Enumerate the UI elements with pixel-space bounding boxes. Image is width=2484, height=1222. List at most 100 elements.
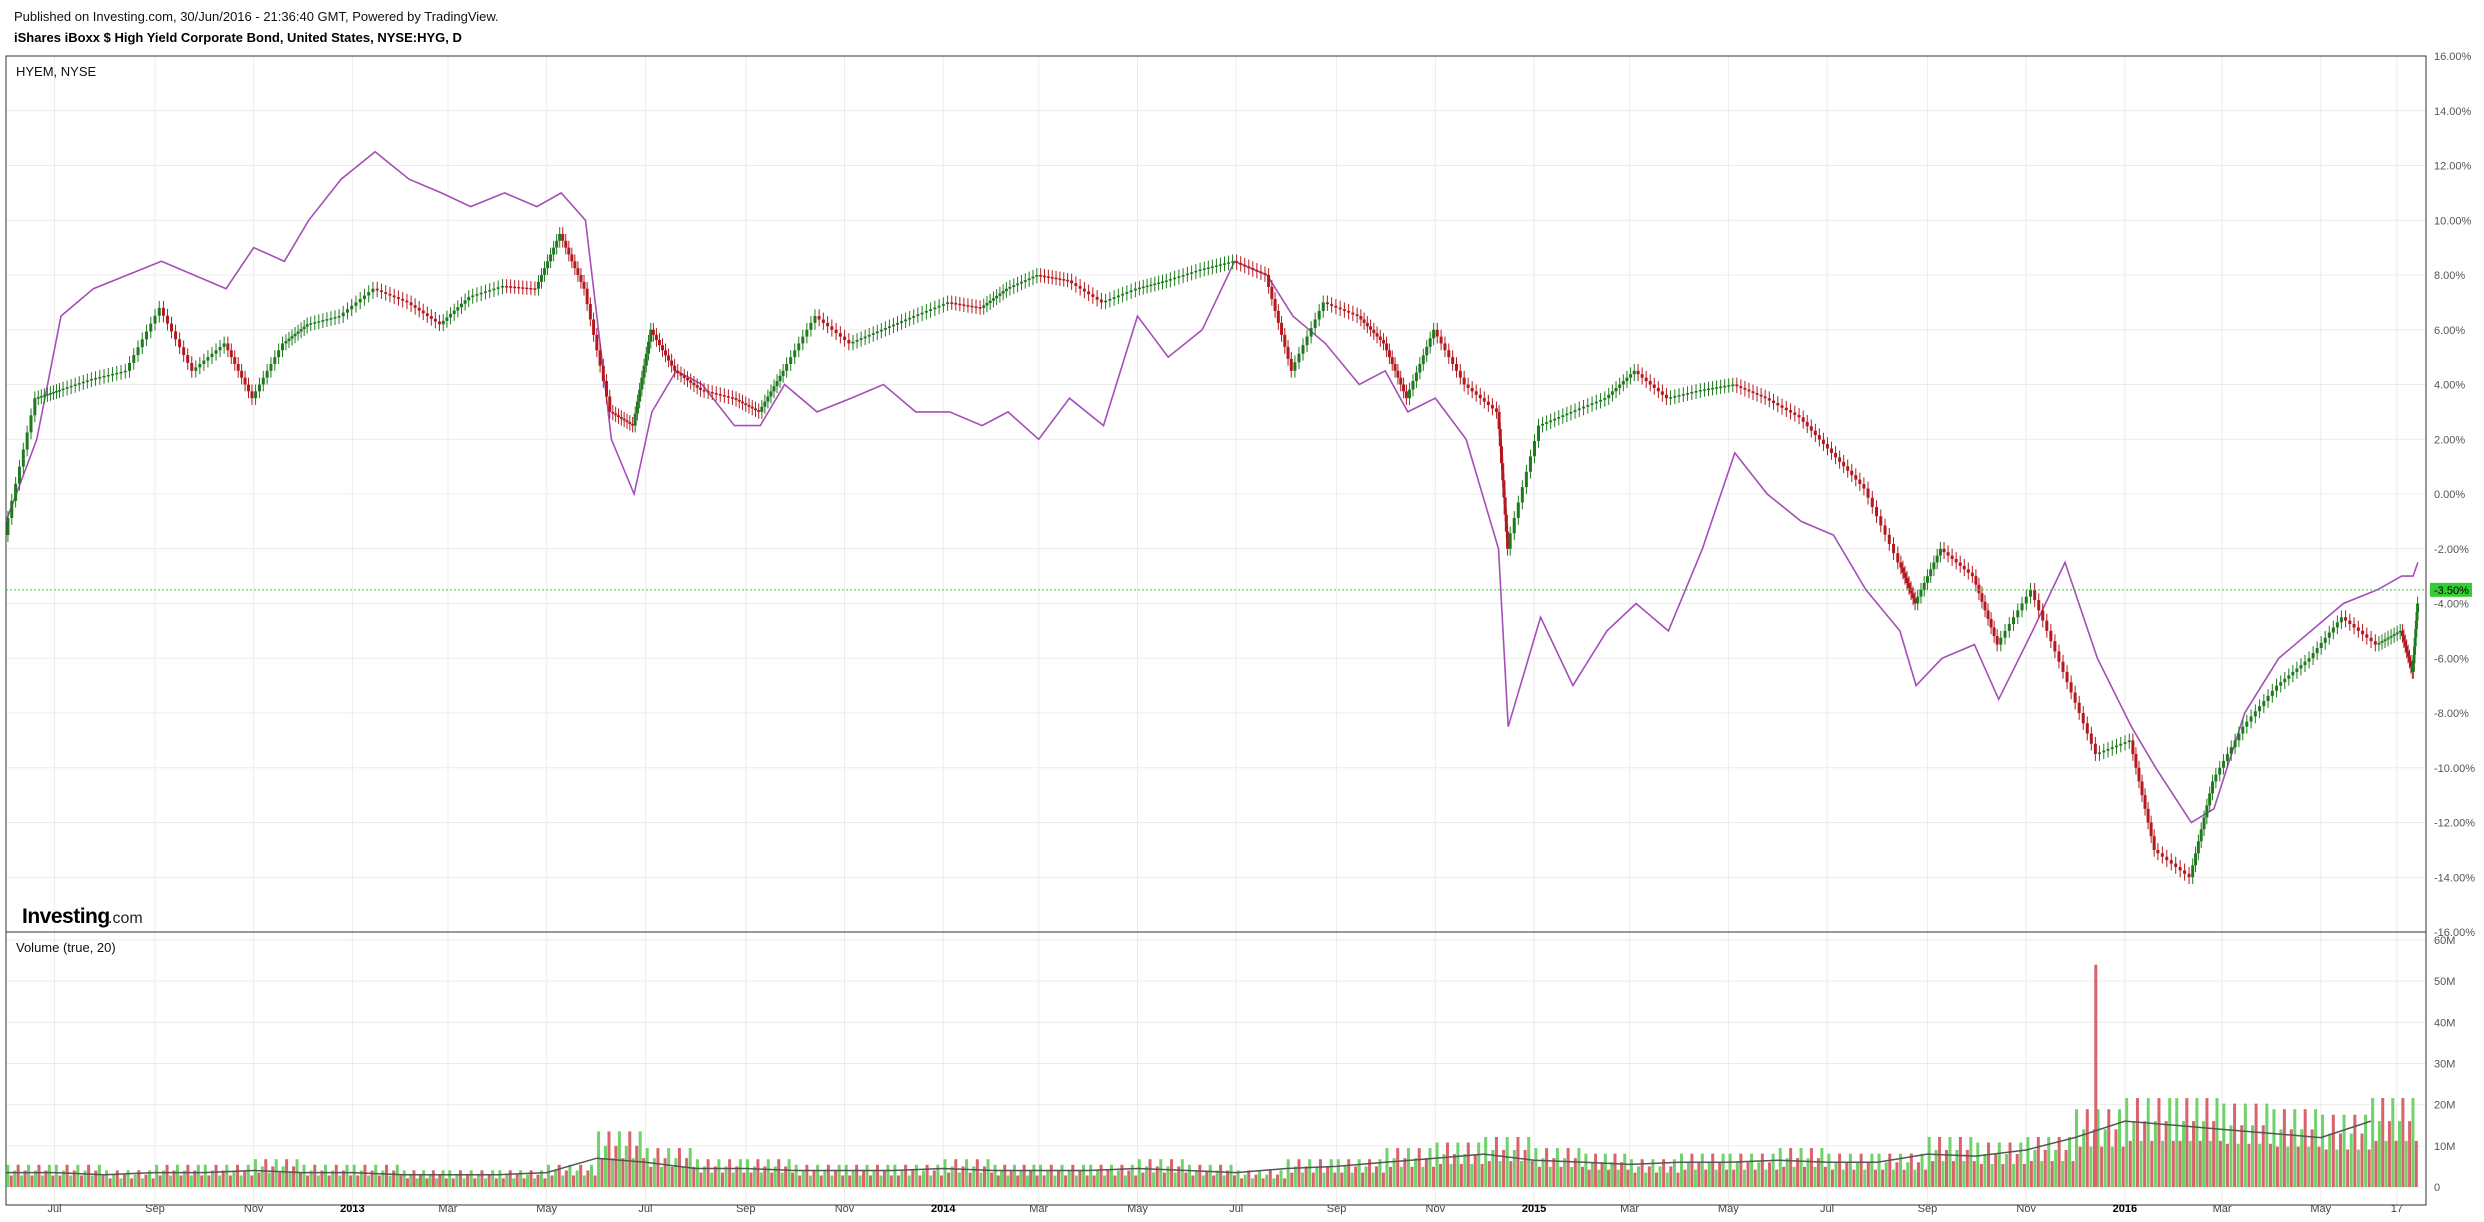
volume-bar bbox=[1859, 1153, 1863, 1187]
volume-bar bbox=[1025, 1175, 1029, 1187]
investing-logo: Investing .com bbox=[22, 905, 143, 928]
volume-bar bbox=[1000, 1170, 1004, 1187]
volume-bar bbox=[858, 1175, 862, 1187]
candle-body bbox=[1185, 273, 1189, 276]
candle-body bbox=[1706, 388, 1710, 391]
volume-bar bbox=[2243, 1103, 2247, 1187]
candle-body bbox=[1362, 319, 1366, 323]
volume-bar bbox=[2128, 1140, 2132, 1187]
candle-body bbox=[65, 387, 69, 389]
volume-bar bbox=[677, 1148, 681, 1187]
candle-body bbox=[1498, 428, 1502, 447]
volume-bar bbox=[1686, 1162, 1690, 1187]
candle-body bbox=[2194, 853, 2198, 866]
candle-body bbox=[1451, 357, 1455, 364]
candle-body bbox=[299, 329, 303, 332]
candle-body bbox=[39, 396, 43, 398]
candle-body bbox=[161, 307, 165, 316]
candle-body bbox=[2414, 629, 2418, 638]
candle-body bbox=[1974, 576, 1978, 585]
candle-body bbox=[614, 413, 618, 416]
candle-body bbox=[1763, 396, 1767, 399]
price-y-axis: 16.00% 14.00% 12.00% 10.00% 8.00% 6.00% 4.00% 2… bbox=[2434, 51, 2475, 939]
volume-bar bbox=[982, 1166, 986, 1187]
volume-bar bbox=[1841, 1169, 1845, 1187]
volume-bar bbox=[1329, 1159, 1333, 1187]
candle-body bbox=[552, 247, 556, 255]
candle-body bbox=[1247, 266, 1251, 269]
volume-bar bbox=[1096, 1170, 1100, 1187]
candle-body bbox=[2415, 612, 2419, 621]
volume-bar bbox=[2414, 1140, 2418, 1187]
candle-body bbox=[579, 275, 583, 282]
volume-bar bbox=[614, 1145, 618, 1187]
volume-bar bbox=[1336, 1159, 1340, 1187]
candle-body bbox=[1016, 283, 1020, 286]
candle-body bbox=[625, 420, 629, 423]
volume-bar bbox=[196, 1164, 200, 1187]
logo-main-text: Investing bbox=[22, 905, 110, 928]
candle-body bbox=[741, 401, 745, 404]
volume-bar bbox=[1640, 1159, 1644, 1187]
volume-bar bbox=[2019, 1142, 2023, 1187]
candle-body bbox=[106, 374, 110, 377]
candle-body bbox=[1887, 534, 1891, 544]
volume-bar bbox=[685, 1158, 689, 1187]
candle-body bbox=[1656, 387, 1660, 392]
volume-bar bbox=[1019, 1170, 1023, 1187]
candle-body bbox=[1121, 293, 1125, 296]
time-tick-label: Nov bbox=[244, 1203, 264, 1215]
candle-body bbox=[1569, 411, 1573, 414]
volume-bar bbox=[1972, 1161, 1976, 1187]
volume-bar bbox=[122, 1174, 126, 1187]
volume-bar bbox=[1392, 1158, 1396, 1187]
candle-body bbox=[1999, 637, 2003, 645]
candle-body bbox=[2335, 622, 2339, 628]
volume-bar bbox=[1116, 1170, 1120, 1187]
candle-body bbox=[2077, 702, 2081, 713]
candle-body bbox=[2016, 610, 2020, 618]
candle-body bbox=[978, 307, 982, 309]
volume-bar bbox=[1162, 1172, 1166, 1187]
volume-bar bbox=[749, 1172, 753, 1187]
candle-body bbox=[2245, 721, 2249, 727]
candle-body bbox=[692, 382, 696, 386]
candle-body bbox=[920, 312, 924, 315]
candle-body bbox=[912, 316, 916, 318]
volume-bar bbox=[508, 1170, 512, 1187]
volume-bar bbox=[302, 1164, 306, 1187]
candle-body bbox=[170, 323, 174, 332]
candle-body bbox=[1091, 294, 1095, 297]
candle-body bbox=[1210, 266, 1214, 268]
volume-bar bbox=[1340, 1172, 1344, 1187]
volume-bar bbox=[140, 1178, 144, 1187]
volume-bar bbox=[1456, 1142, 1460, 1187]
candle-body bbox=[1414, 372, 1418, 382]
volume-bar bbox=[2185, 1098, 2189, 1187]
price-y-tick-label: -6.00% bbox=[2434, 653, 2469, 665]
volume-bar bbox=[1739, 1153, 1743, 1187]
candle-body bbox=[605, 381, 609, 397]
volume-bar bbox=[1053, 1175, 1057, 1187]
volume-bar bbox=[812, 1170, 816, 1187]
volume-bar bbox=[1945, 1149, 1949, 1187]
volume-bar bbox=[1690, 1153, 1694, 1187]
candle-body bbox=[2089, 733, 2093, 744]
candle-body bbox=[1153, 283, 1157, 286]
volume-bar bbox=[1226, 1170, 1230, 1187]
candle-body bbox=[772, 386, 776, 392]
volume-bar bbox=[1913, 1169, 1917, 1187]
volume-bar bbox=[1785, 1158, 1789, 1187]
candle-body bbox=[2053, 641, 2057, 652]
candle-body bbox=[2262, 701, 2266, 707]
candle-body bbox=[2196, 841, 2200, 854]
candle-body bbox=[25, 432, 29, 450]
volume-bar bbox=[51, 1175, 55, 1187]
volume-bar bbox=[2075, 1109, 2079, 1187]
volume-bar bbox=[1452, 1154, 1456, 1187]
candle-body bbox=[2187, 873, 2191, 878]
volume-bar bbox=[1424, 1158, 1428, 1187]
candle-body bbox=[1231, 261, 1235, 263]
candle-body bbox=[847, 340, 851, 344]
